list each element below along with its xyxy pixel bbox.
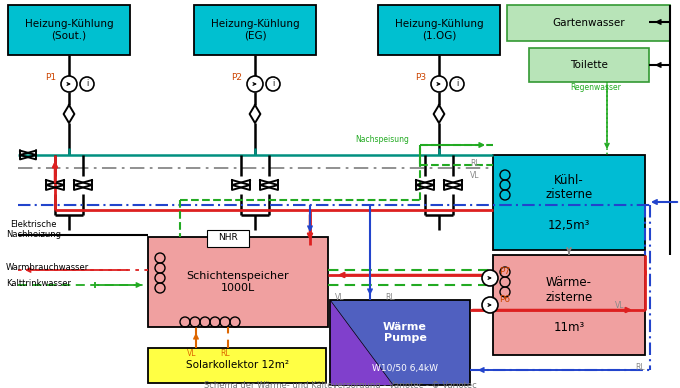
Text: Heizung-Kühlung
(1.OG): Heizung-Kühlung (1.OG) [394, 19, 483, 41]
Bar [493, 255, 645, 355]
Text: Gartenwasser: Gartenwasser [552, 18, 625, 28]
Text: Elektrische
Nachheizung: Elektrische Nachheizung [6, 220, 61, 239]
Circle shape [450, 77, 464, 91]
Text: P2: P2 [231, 73, 243, 83]
Text: RL: RL [635, 364, 645, 372]
Text: Heizung-Kühlung
(Sout.): Heizung-Kühlung (Sout.) [24, 19, 114, 41]
Bar [194, 5, 316, 55]
Text: P3: P3 [415, 73, 426, 83]
Text: RL: RL [470, 159, 479, 168]
Text: i: i [456, 80, 458, 88]
Text: Kühl-
zisterne

12,5m³: Kühl- zisterne 12,5m³ [545, 173, 593, 232]
Text: Schema der Wärme- und Kälteversorgung - Variotec - © Variotec: Schema der Wärme- und Kälteversorgung - … [203, 381, 477, 388]
Text: VL: VL [615, 300, 624, 310]
Circle shape [266, 77, 280, 91]
Bar [493, 155, 645, 250]
Bar [8, 5, 130, 55]
Text: Regenwasser: Regenwasser [570, 83, 621, 92]
Text: RL: RL [385, 293, 395, 301]
Text: Wärme
Pumpe: Wärme Pumpe [383, 322, 427, 343]
Bar [330, 300, 470, 385]
Text: i: i [86, 80, 88, 88]
Circle shape [482, 297, 498, 313]
Bar [207, 230, 249, 247]
Text: NHR: NHR [218, 234, 238, 242]
Text: Toilette: Toilette [570, 60, 608, 70]
Circle shape [80, 77, 94, 91]
Circle shape [247, 76, 263, 92]
Circle shape [482, 270, 498, 286]
Text: Kalttrinkwasser: Kalttrinkwasser [6, 279, 71, 288]
Bar [529, 48, 649, 82]
Text: Wärme-
zisterne

11m³: Wärme- zisterne 11m³ [545, 276, 593, 334]
Text: i: i [272, 80, 274, 88]
Text: VL: VL [335, 293, 345, 301]
Text: Solarkollektor 12m²: Solarkollektor 12m² [186, 360, 288, 371]
Text: Nachspeisung: Nachspeisung [355, 135, 409, 144]
Polygon shape [330, 300, 393, 385]
Bar [507, 5, 670, 41]
Text: VL: VL [187, 348, 197, 357]
Text: P7: P7 [499, 267, 511, 277]
Text: P6: P6 [499, 296, 511, 305]
Circle shape [61, 76, 77, 92]
Bar [148, 237, 328, 327]
Bar [148, 348, 326, 383]
Text: Warmbrauchwasser: Warmbrauchwasser [6, 263, 89, 272]
Text: Heizung-Kühlung
(EG): Heizung-Kühlung (EG) [211, 19, 299, 41]
Circle shape [431, 76, 447, 92]
Text: P1: P1 [46, 73, 56, 83]
Text: VL: VL [470, 170, 479, 180]
Bar [378, 5, 500, 55]
Text: Schichtenspeicher
1000L: Schichtenspeicher 1000L [187, 271, 289, 293]
Text: RL: RL [220, 348, 230, 357]
Text: W10/50 6,4kW: W10/50 6,4kW [372, 364, 438, 372]
